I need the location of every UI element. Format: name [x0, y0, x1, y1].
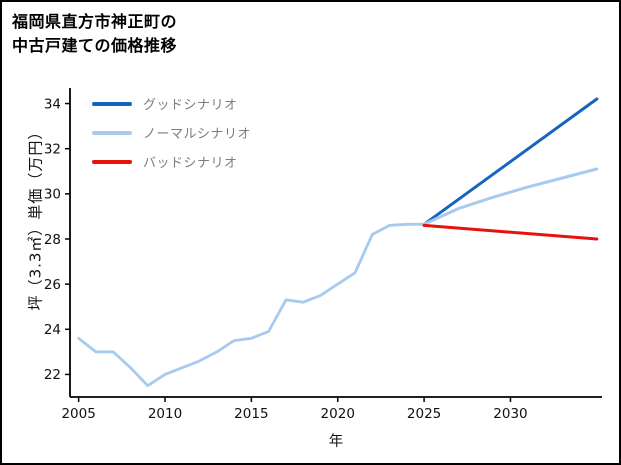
x-tick-label: 2020 [321, 406, 355, 422]
legend-label-normal: ノーマルシナリオ [143, 127, 252, 142]
x-tick-label: 2025 [407, 406, 441, 422]
series-line-bad [422, 223, 599, 241]
y-tick-label: 32 [44, 141, 61, 157]
y-tick-label: 26 [44, 277, 61, 293]
x-tick-label: 2010 [148, 406, 182, 422]
x-axis-label: 年 [328, 434, 344, 450]
series-line-normal [422, 167, 599, 226]
chart-title: 福岡県直方市神正町の 中古戸建ての価格推移 [12, 10, 177, 58]
legend-line-bad-icon [92, 159, 132, 164]
legend-item-bad: バッドシナリオ [92, 152, 251, 171]
y-tick-label: 22 [44, 367, 61, 383]
legend: グッドシナリオ ノーマルシナリオ バッドシナリオ [92, 94, 251, 181]
series-line-history [77, 222, 426, 388]
legend-label-good: グッドシナリオ [143, 98, 238, 113]
y-tick-label: 28 [44, 232, 61, 248]
x-tick-label: 2005 [61, 406, 95, 422]
legend-item-normal: ノーマルシナリオ [92, 123, 251, 142]
legend-line-normal-icon [92, 130, 132, 135]
chart-title-line1: 福岡県直方市神正町の [12, 12, 178, 31]
y-tick-label: 24 [44, 322, 61, 338]
legend-label-bad: バッドシナリオ [143, 156, 238, 171]
chart-title-line2: 中古戸建ての価格推移 [12, 36, 178, 55]
legend-item-good: グッドシナリオ [92, 94, 251, 113]
x-tick-label: 2030 [493, 406, 527, 422]
y-tick-label: 34 [44, 96, 61, 112]
x-tick-label: 2015 [234, 406, 268, 422]
legend-line-good-icon [92, 101, 132, 106]
y-tick-label: 30 [44, 187, 61, 203]
y-axis-label: 坪（3.3㎡）単価（万円） [26, 123, 45, 311]
series-line-good [422, 97, 599, 226]
